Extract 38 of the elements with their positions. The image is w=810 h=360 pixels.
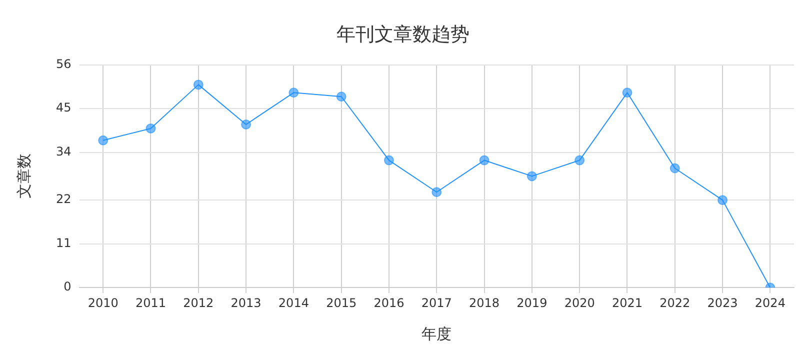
- y-axis-title: 文章数: [14, 154, 33, 199]
- point: [526, 171, 537, 182]
- x-axis-title: 年度: [422, 324, 452, 343]
- y-tick-label: 45: [56, 100, 72, 115]
- x-tick-label: 2019: [516, 296, 548, 310]
- x-tick-label: 2024: [754, 296, 786, 310]
- point: [432, 187, 442, 198]
- x-tick-label: 2012: [183, 296, 214, 310]
- point: [146, 123, 156, 134]
- x-tick-label: 2011: [135, 296, 166, 310]
- y-tick-label: 11: [56, 236, 72, 250]
- x-tick-label: 2018: [469, 296, 500, 310]
- x-tick-label: 2014: [278, 296, 309, 310]
- point: [193, 80, 204, 90]
- y-tick-label: 34: [56, 144, 72, 158]
- x-tick-label: 2020: [564, 296, 595, 310]
- point: [622, 88, 632, 98]
- point: [241, 119, 252, 130]
- x-tick-label: 2023: [707, 296, 738, 310]
- point: [718, 195, 728, 206]
- chart-title: 年刊文章数趋势: [336, 23, 470, 46]
- point: [98, 135, 108, 146]
- y-tick-label: 0: [64, 280, 72, 294]
- point: [479, 155, 490, 166]
- x-tick-label: 2017: [421, 296, 452, 310]
- x-tick-label: 2022: [660, 296, 690, 310]
- point: [336, 92, 346, 102]
- point: [288, 88, 299, 98]
- x-tick-label: 2013: [230, 296, 262, 310]
- x-tick-label: 2010: [88, 296, 118, 310]
- x-tick-label: 2021: [612, 296, 643, 310]
- point: [574, 155, 585, 166]
- y-tick-label: 22: [56, 192, 72, 206]
- point: [384, 155, 394, 166]
- point: [670, 163, 680, 174]
- y-tick-label: 56: [56, 56, 72, 71]
- x-tick-label: 2015: [326, 296, 357, 310]
- x-tick-label: 2016: [374, 296, 404, 310]
